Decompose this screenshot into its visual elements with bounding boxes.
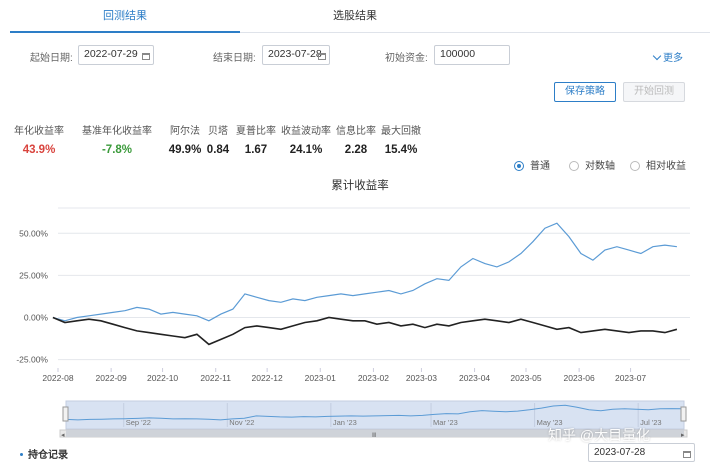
initial-capital-input[interactable]: 100000: [434, 45, 510, 65]
metric-max-drawdown: 最大回撤 15.4%: [380, 122, 422, 156]
start-date-value: 2022-07-29: [84, 48, 138, 60]
metric-label: 基准年化收益率: [82, 126, 152, 137]
save-strategy-button[interactable]: 保存策略: [554, 82, 616, 102]
radio-label: 普通: [530, 161, 550, 172]
bullet-icon: [20, 453, 23, 456]
end-date-label: 结束日期:: [213, 53, 256, 64]
initial-capital-label: 初始资金:: [385, 53, 428, 64]
x-tick-label: 2022-10: [147, 373, 178, 383]
range-navigator[interactable]: Sep '22 Nov '22 Jan '23 Mar '23 May '23 Jul '…: [0, 399, 720, 439]
x-tick-label: 2023-01: [305, 373, 336, 383]
metric-value: 1.67: [244, 144, 268, 156]
watermark: 知乎 @大目量化: [548, 427, 651, 443]
metric-value: 15.4%: [384, 144, 418, 156]
metric-label: 夏普比率: [236, 126, 276, 137]
navigator-left-handle[interactable]: [62, 406, 69, 422]
positions-row: 持仓记录 2023-07-28: [0, 443, 720, 463]
end-date-field[interactable]: 2023-07-28: [262, 45, 330, 65]
radio-normal[interactable]: 普通: [514, 157, 550, 172]
navigator-series-line: [65, 404, 685, 421]
metric-value: 24.1%: [289, 144, 323, 156]
chevron-down-icon: [652, 51, 662, 61]
metric-label: 阿尔法: [170, 126, 200, 137]
chart-mode-radio-group: 普通 对数轴 相对收益: [514, 157, 714, 172]
start-date-label: 起始日期:: [30, 53, 73, 64]
metric-value: 49.9%: [168, 144, 202, 156]
radio-dot-icon: [514, 161, 524, 171]
navigator-scroll-thumb[interactable]: [66, 430, 684, 437]
metric-volatility: 收益波动率 24.1%: [280, 122, 332, 156]
strategy-series-line: [52, 222, 677, 322]
x-tick-label: 2022-11: [200, 373, 231, 383]
metric-label: 收益波动率: [281, 126, 331, 137]
more-options-toggle[interactable]: 更多: [652, 49, 683, 64]
radio-label: 对数轴: [585, 161, 615, 172]
scroll-right-arrow-icon[interactable]: ▸: [681, 432, 685, 439]
navigator-tick-label: Nov '22: [229, 418, 254, 427]
metric-information-ratio: 信息比率 2.28: [335, 122, 377, 156]
metric-beta: 贝塔 0.84: [204, 122, 232, 156]
metric-alpha: 阿尔法 49.9%: [166, 122, 204, 156]
positions-date-value: 2023-07-28: [594, 447, 646, 458]
metric-value: -7.8%: [101, 144, 133, 156]
tab-stock-selection-results[interactable]: 选股结果: [333, 10, 377, 22]
x-tick-label: 2023-02: [358, 373, 389, 383]
x-tick-label: 2023-05: [510, 373, 541, 383]
x-tick-label: 2022-09: [96, 373, 127, 383]
chart-title: 累计收益率: [331, 180, 389, 192]
parameter-row: 起始日期: 2022-07-29 结束日期: 2023-07-28 初始资金: …: [0, 45, 720, 67]
metric-value: 2.28: [344, 144, 368, 156]
start-date-field[interactable]: 2022-07-29: [78, 45, 154, 65]
metric-label: 贝塔: [208, 126, 228, 137]
x-tick-label: 2023-03: [406, 373, 437, 383]
y-tick-label: -25.00%: [16, 355, 48, 365]
navigator-tick-label: Sep '22: [126, 418, 151, 427]
metric-label: 年化收益率: [14, 126, 64, 137]
start-backtest-button[interactable]: 开始回测: [623, 82, 685, 102]
navigator-tick-label: Jan '23: [333, 418, 357, 427]
scroll-grip-icon[interactable]: Ⅲ: [372, 433, 376, 439]
calendar-icon[interactable]: [318, 53, 326, 60]
metric-value: 43.9%: [22, 144, 56, 156]
benchmark-series-line: [52, 316, 678, 346]
x-tick-label: 2022-12: [252, 373, 283, 383]
radio-log-axis[interactable]: 对数轴: [569, 157, 615, 172]
radio-dot-icon: [569, 161, 579, 171]
y-tick-label: 50.00%: [19, 228, 48, 238]
metric-value: 0.84: [206, 144, 230, 156]
metric-annual-return: 年化收益率 43.9%: [8, 122, 70, 156]
navigator-right-handle[interactable]: [680, 406, 687, 422]
tab-backtest-results[interactable]: 回测结果: [10, 0, 240, 33]
x-tick-label: 2023-06: [564, 373, 595, 383]
initial-capital-value: 100000: [440, 48, 476, 60]
metric-label: 信息比率: [336, 126, 376, 137]
metrics-row: 年化收益率 43.9% 基准年化收益率 -7.8% 阿尔法 49.9% 贝塔 0…: [0, 122, 720, 158]
positions-date-field[interactable]: 2023-07-28: [588, 443, 695, 462]
x-tick-label: 2023-04: [459, 373, 490, 383]
y-tick-label: 0.00%: [24, 312, 49, 322]
metric-sharpe: 夏普比率 1.67: [234, 122, 278, 156]
metric-label: 最大回撤: [381, 126, 421, 137]
end-date-value: 2023-07-28: [268, 48, 322, 60]
metric-benchmark-annual-return: 基准年化收益率 -7.8%: [80, 122, 154, 156]
navigator-tick-label: May '23: [537, 418, 563, 427]
x-tick-label: 2023-07: [615, 373, 646, 383]
more-label: 更多: [663, 53, 683, 64]
navigator-tick-label: Mar '23: [433, 418, 458, 427]
y-tick-label: 25.00%: [19, 270, 48, 280]
tab-bar: 回测结果 选股结果: [10, 0, 710, 33]
scroll-left-arrow-icon[interactable]: ◂: [61, 432, 65, 439]
positions-title-text: 持仓记录: [28, 450, 68, 461]
radio-relative-return[interactable]: 相对收益: [630, 157, 686, 172]
x-tick-label: 2022-08: [42, 373, 73, 383]
calendar-icon[interactable]: [683, 451, 691, 458]
positions-title: 持仓记录: [20, 446, 68, 461]
radio-dot-icon: [630, 161, 640, 171]
calendar-icon[interactable]: [142, 53, 150, 60]
radio-label: 相对收益: [646, 161, 686, 172]
navigator-tick-label: Jul '23: [640, 418, 661, 427]
cumulative-return-chart: 50.00% 25.00% 0.00% -25.00% 2022-08 2022-09 2…: [16, 207, 690, 383]
